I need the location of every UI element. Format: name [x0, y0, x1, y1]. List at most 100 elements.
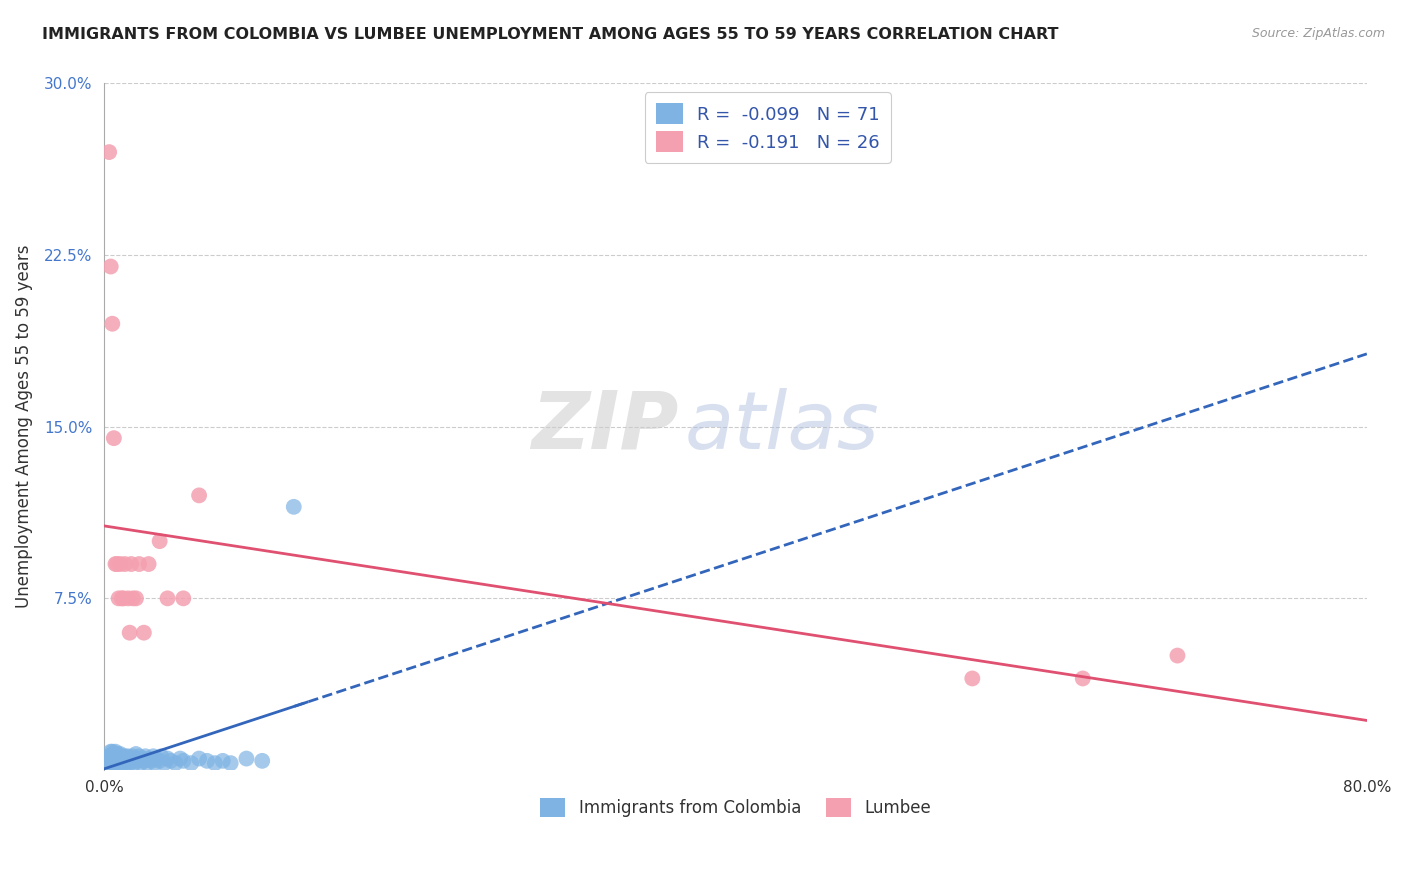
Point	[153, 756, 176, 771]
Point	[131, 751, 153, 765]
Point	[104, 749, 127, 764]
Point	[104, 745, 127, 759]
Point	[204, 756, 226, 771]
Point	[100, 754, 122, 768]
Point	[107, 591, 129, 606]
Point	[105, 751, 128, 765]
Point	[105, 756, 128, 771]
Point	[114, 754, 136, 768]
Point	[98, 749, 121, 764]
Point	[100, 260, 122, 274]
Point	[159, 754, 181, 768]
Point	[98, 145, 121, 160]
Point	[118, 625, 141, 640]
Point	[105, 557, 128, 571]
Point	[97, 751, 120, 765]
Text: IMMIGRANTS FROM COLOMBIA VS LUMBEE UNEMPLOYMENT AMONG AGES 55 TO 59 YEARS CORREL: IMMIGRANTS FROM COLOMBIA VS LUMBEE UNEMP…	[42, 27, 1059, 42]
Point	[150, 749, 173, 764]
Point	[111, 754, 134, 768]
Point	[188, 488, 211, 502]
Point	[100, 745, 122, 759]
Point	[129, 756, 152, 771]
Point	[104, 557, 127, 571]
Y-axis label: Unemployment Among Ages 55 to 59 years: Unemployment Among Ages 55 to 59 years	[15, 245, 32, 608]
Point	[101, 749, 124, 764]
Point	[165, 756, 187, 771]
Point	[118, 756, 141, 771]
Point	[141, 754, 163, 768]
Point	[142, 749, 165, 764]
Point	[114, 557, 136, 571]
Point	[128, 557, 150, 571]
Point	[143, 756, 166, 771]
Point	[101, 751, 124, 765]
Point	[219, 756, 242, 771]
Point	[108, 557, 131, 571]
Point	[103, 751, 125, 765]
Point	[107, 754, 129, 768]
Point	[121, 754, 143, 768]
Point	[1071, 672, 1094, 686]
Point	[100, 749, 122, 764]
Point	[125, 591, 148, 606]
Legend: Immigrants from Colombia, Lumbee: Immigrants from Colombia, Lumbee	[533, 791, 938, 823]
Point	[108, 756, 131, 771]
Point	[117, 754, 139, 768]
Point	[103, 431, 125, 445]
Point	[101, 745, 124, 759]
Point	[127, 754, 149, 768]
Text: atlas: atlas	[685, 388, 880, 466]
Point	[117, 591, 139, 606]
Point	[195, 754, 218, 768]
Point	[156, 751, 179, 765]
Point	[145, 751, 167, 765]
Point	[180, 756, 202, 771]
Point	[121, 749, 143, 764]
Point	[132, 625, 155, 640]
Point	[103, 756, 125, 771]
Point	[125, 751, 148, 765]
Point	[108, 747, 131, 761]
Point	[188, 751, 211, 765]
Point	[138, 557, 160, 571]
Point	[121, 591, 143, 606]
Point	[156, 591, 179, 606]
Point	[149, 754, 172, 768]
Point	[112, 756, 135, 771]
Point	[115, 756, 138, 771]
Point	[283, 500, 305, 514]
Point	[120, 751, 142, 765]
Text: ZIP: ZIP	[531, 388, 679, 466]
Text: Source: ZipAtlas.com: Source: ZipAtlas.com	[1251, 27, 1385, 40]
Point	[235, 751, 257, 765]
Point	[211, 754, 233, 768]
Point	[107, 749, 129, 764]
Point	[103, 747, 125, 761]
Point	[250, 754, 273, 768]
Point	[125, 747, 148, 761]
Point	[114, 749, 136, 764]
Point	[172, 591, 194, 606]
Point	[120, 557, 142, 571]
Point	[169, 751, 191, 765]
Point	[172, 754, 194, 768]
Point	[111, 591, 134, 606]
Point	[101, 758, 124, 772]
Point	[132, 754, 155, 768]
Point	[112, 591, 135, 606]
Point	[149, 534, 172, 549]
Point	[105, 747, 128, 761]
Point	[1166, 648, 1188, 663]
Point	[128, 749, 150, 764]
Point	[124, 756, 146, 771]
Point	[111, 749, 134, 764]
Point	[136, 756, 159, 771]
Point	[962, 672, 984, 686]
Point	[138, 751, 160, 765]
Point	[117, 749, 139, 764]
Point	[104, 754, 127, 768]
Point	[115, 751, 138, 765]
Point	[108, 751, 131, 765]
Point	[112, 751, 135, 765]
Point	[98, 756, 121, 771]
